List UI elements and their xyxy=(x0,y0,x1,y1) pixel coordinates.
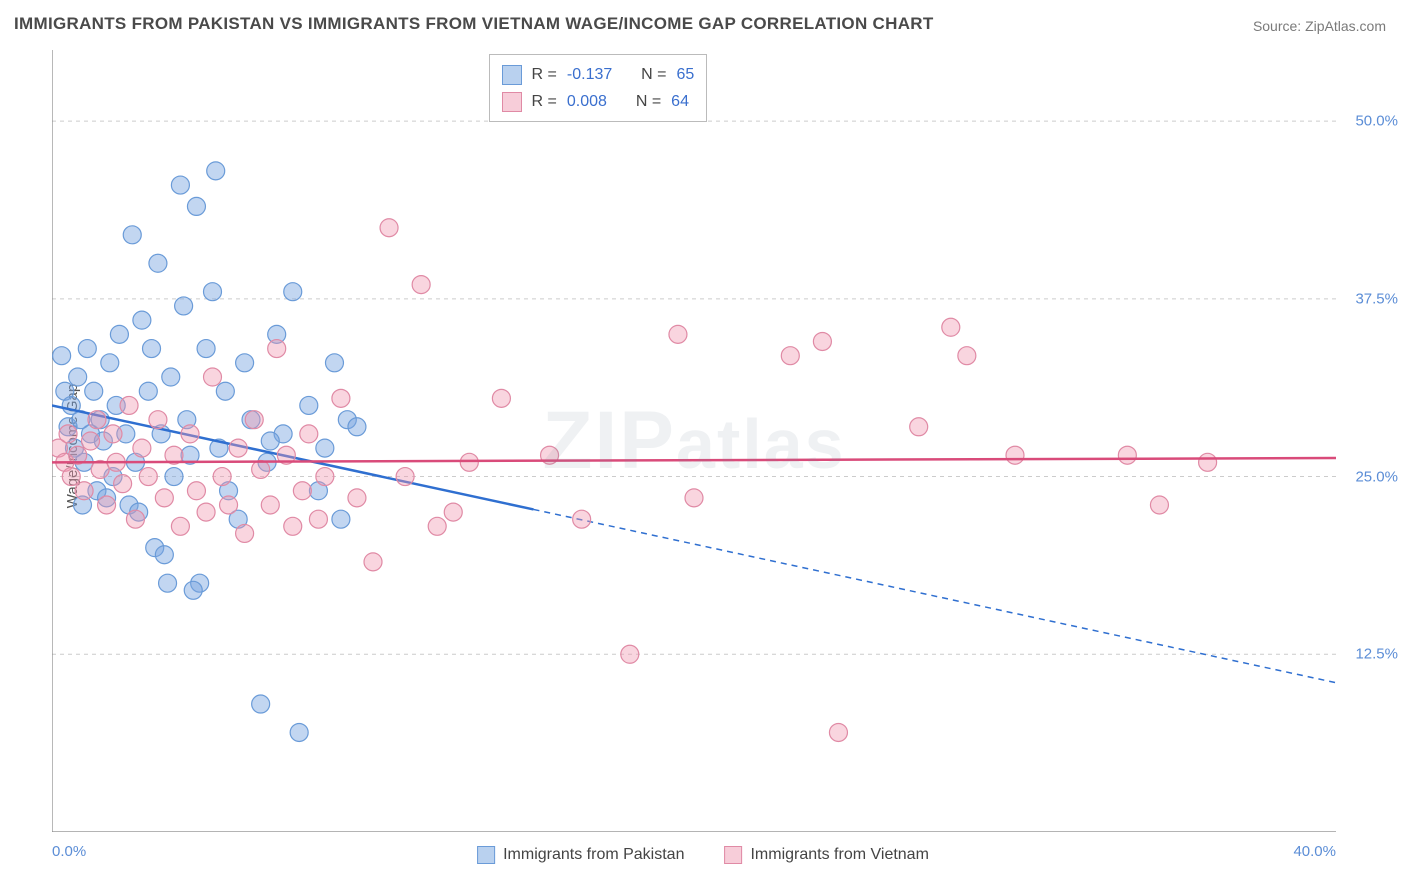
scatter-plot-svg xyxy=(52,50,1336,832)
legend-swatch xyxy=(477,846,495,864)
y-tick-label: 37.5% xyxy=(1355,290,1398,307)
legend-label: Immigrants from Pakistan xyxy=(503,846,684,863)
legend-swatch xyxy=(724,846,742,864)
x-tick-label: 0.0% xyxy=(52,843,86,860)
plot-area: ZIPatlas R =-0.137 N =65R =0.008 N =64 xyxy=(52,50,1336,832)
chart-title: IMMIGRANTS FROM PAKISTAN VS IMMIGRANTS F… xyxy=(14,14,934,34)
y-tick-label: 12.5% xyxy=(1355,646,1398,663)
stats-swatch xyxy=(502,65,522,85)
series-legend: Immigrants from Pakistan Immigrants from … xyxy=(477,846,929,864)
stats-row-vietnam: R =0.008 N =64 xyxy=(502,88,695,115)
legend-item-pakistan: Immigrants from Pakistan xyxy=(477,846,684,864)
y-tick-label: 50.0% xyxy=(1355,113,1398,130)
stats-row-pakistan: R =-0.137 N =65 xyxy=(502,61,695,88)
source-attribution: Source: ZipAtlas.com xyxy=(1253,18,1386,34)
stats-swatch xyxy=(502,92,522,112)
legend-item-vietnam: Immigrants from Vietnam xyxy=(724,846,928,864)
correlation-stats-legend: R =-0.137 N =65R =0.008 N =64 xyxy=(489,54,708,122)
y-tick-label: 25.0% xyxy=(1355,468,1398,485)
chart-container: { "title": "IMMIGRANTS FROM PAKISTAN VS … xyxy=(0,0,1406,892)
x-tick-label: 40.0% xyxy=(1293,843,1336,860)
legend-label: Immigrants from Vietnam xyxy=(750,846,928,863)
